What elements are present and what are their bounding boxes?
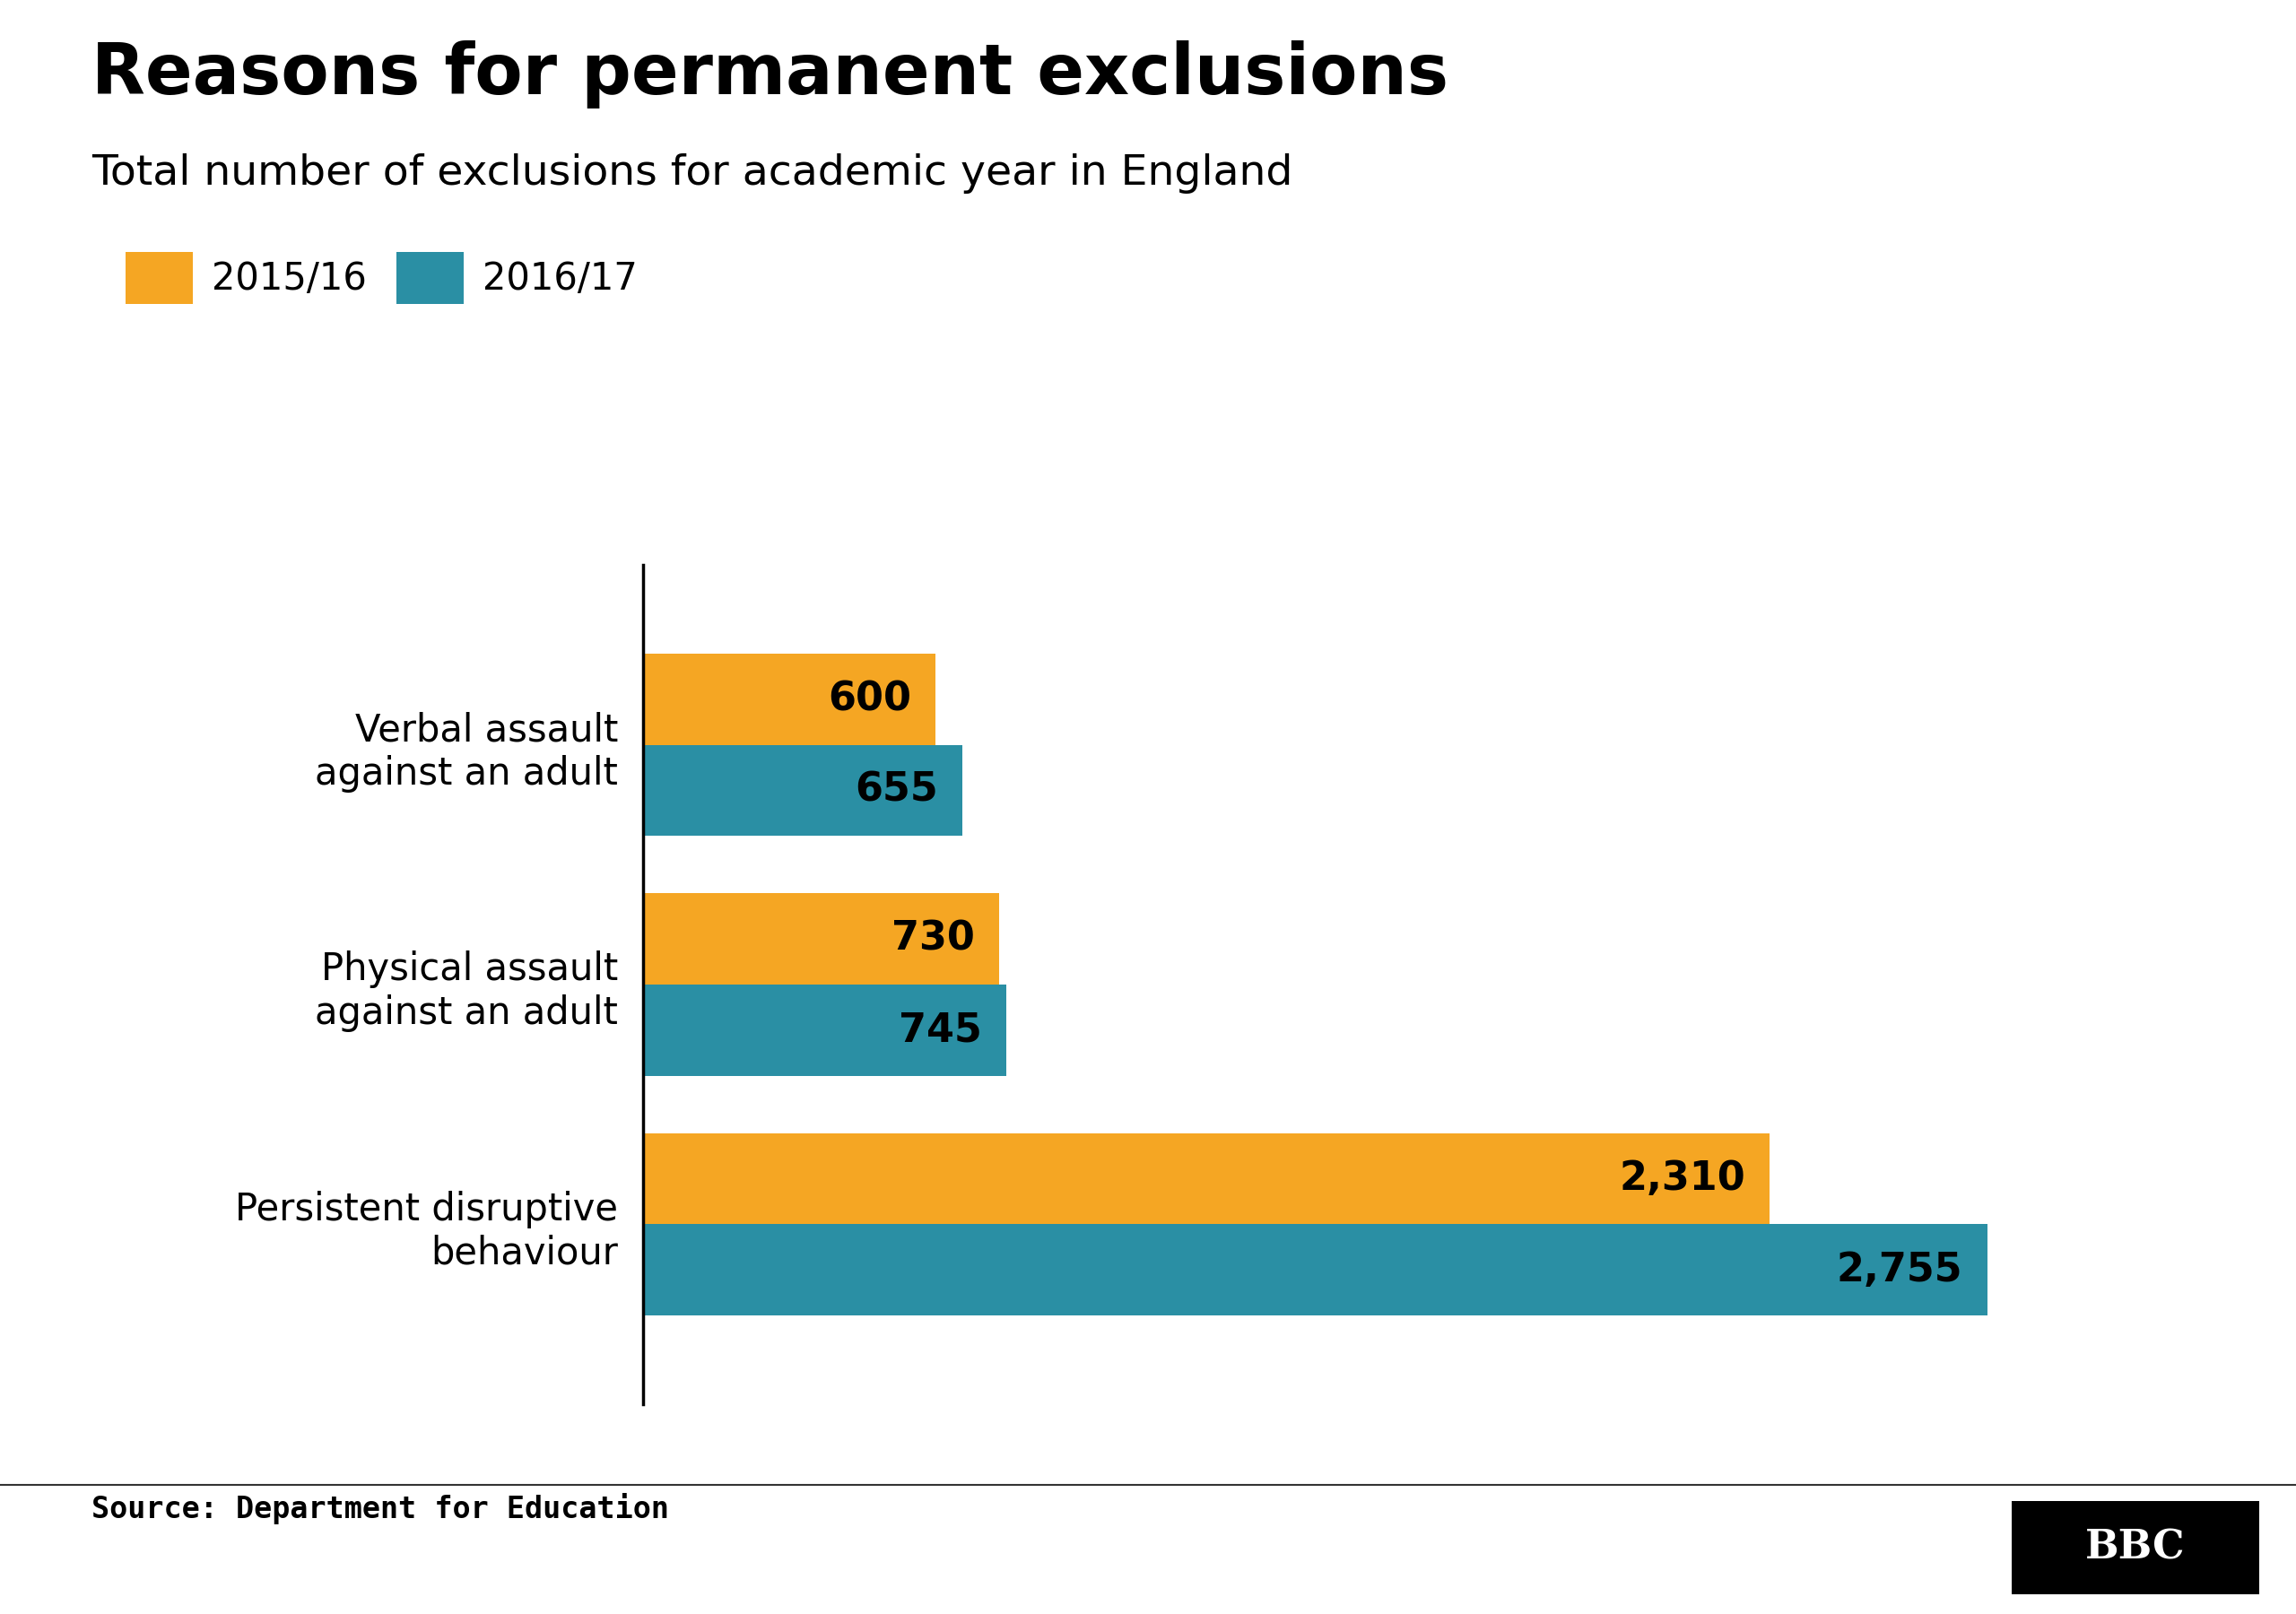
Text: 655: 655: [854, 771, 939, 810]
Text: 730: 730: [891, 920, 976, 959]
Bar: [643, 1225, 1986, 1315]
Bar: [643, 894, 999, 985]
Bar: [643, 744, 962, 836]
Text: Total number of exclusions for academic year in England: Total number of exclusions for academic …: [92, 153, 1293, 194]
Text: 745: 745: [898, 1010, 983, 1049]
Bar: [643, 654, 937, 744]
Text: Source: Department for Education: Source: Department for Education: [92, 1493, 670, 1524]
Text: BBC: BBC: [2085, 1528, 2186, 1567]
Text: 600: 600: [829, 679, 912, 718]
Bar: [643, 985, 1006, 1075]
Bar: [643, 1133, 1770, 1225]
Text: 2,310: 2,310: [1619, 1159, 1745, 1198]
Text: Reasons for permanent exclusions: Reasons for permanent exclusions: [92, 40, 1449, 108]
Legend: 2015/16, 2016/17: 2015/16, 2016/17: [110, 237, 652, 320]
Text: 2,755: 2,755: [1837, 1251, 1963, 1290]
